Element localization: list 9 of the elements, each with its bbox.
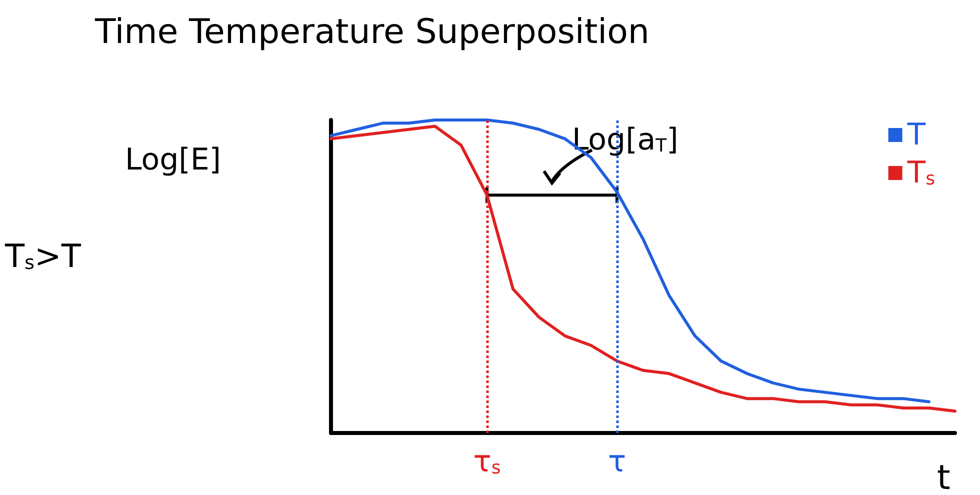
x-tick-label: τs [473, 444, 501, 480]
legend-label: Ts [906, 156, 936, 190]
y-axis-title: Log[E] [125, 142, 221, 178]
x-axis-title: t [937, 458, 950, 495]
text: Ts>T [4, 237, 82, 275]
x-tick-label: τ [608, 444, 626, 480]
annotation: Log[aT] [572, 122, 678, 158]
chart-title: Time Temperature Superposition [94, 12, 650, 52]
legend-label: T [906, 118, 926, 152]
